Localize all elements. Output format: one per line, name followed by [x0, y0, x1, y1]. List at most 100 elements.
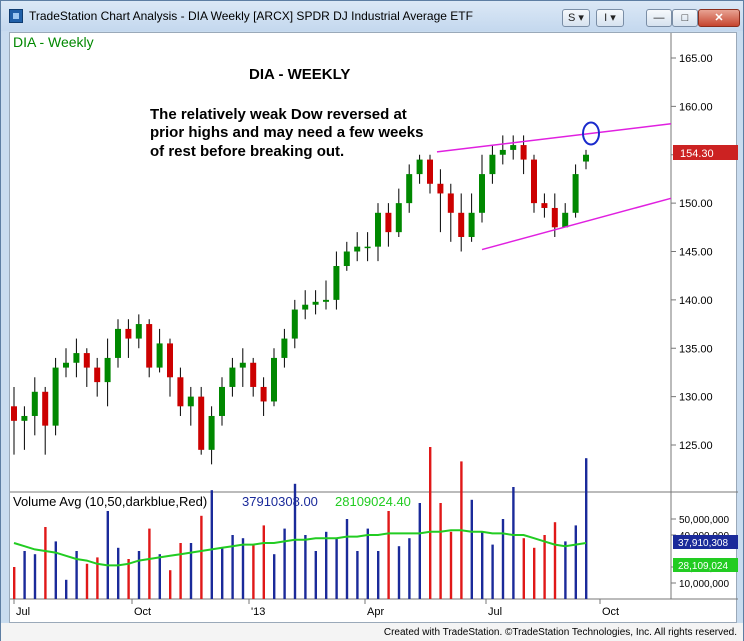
candle-down [427, 159, 433, 184]
price-volume-chart[interactable]: 165.00160.00155.00150.00145.00140.00135.… [10, 33, 738, 624]
title-bar[interactable]: TradeStation Chart Analysis - DIA Weekly… [1, 1, 743, 31]
candle-up [312, 301, 319, 305]
time-tick-label: Apr [367, 606, 384, 618]
annotation-line-3: of rest before breaking out. [150, 143, 344, 160]
volume-bar [293, 483, 297, 599]
candle-up [187, 396, 194, 407]
volume-bar [543, 535, 546, 599]
candle-down [11, 406, 17, 421]
candle-up [281, 338, 288, 358]
candle-down [167, 343, 173, 378]
chart-area[interactable]: 165.00160.00155.00150.00145.00140.00135.… [9, 32, 738, 624]
volume-badge-fast [673, 535, 738, 549]
candle-up [510, 145, 517, 150]
candle-up [115, 328, 121, 358]
lower-trendline [481, 197, 672, 251]
minimize-button[interactable]: — [646, 9, 672, 27]
candle-down [198, 396, 205, 450]
candle-up [291, 309, 298, 339]
tradestation-icon [9, 9, 23, 23]
volume-bar [169, 570, 172, 599]
close-button[interactable]: ✕ [698, 9, 740, 27]
volume-bar [65, 579, 68, 599]
volume-avg-slow-value: 28109024.40 [335, 494, 411, 509]
volume-bar [491, 544, 494, 599]
annotation-line-2: prior highs and may need a few weeks [150, 124, 423, 141]
price-axis: 165.00160.00155.00150.00145.00140.00135.… [671, 53, 713, 452]
upper-trendline [436, 123, 672, 153]
time-tick-label: '13 [251, 606, 265, 618]
candle-up [239, 362, 246, 368]
volume-bar [481, 531, 484, 599]
volume-bar [356, 551, 359, 599]
status-footer: Created with TradeStation. ©TradeStation… [1, 623, 743, 641]
candle-up [229, 367, 236, 387]
volume-bar [304, 535, 307, 599]
candle-down [250, 362, 257, 387]
candle-up [489, 154, 496, 175]
price-tick-label: 125.00 [679, 440, 713, 452]
volume-bar [241, 538, 245, 599]
volume-bar [231, 535, 234, 599]
volume-bar [262, 525, 265, 599]
price-tick-label: 160.00 [679, 101, 713, 113]
candle-down [551, 207, 558, 228]
candle-down [447, 193, 454, 213]
volume-bar [179, 543, 182, 599]
candle-down [125, 328, 132, 339]
volume-bar [408, 538, 411, 599]
candle-up [375, 212, 381, 247]
style-menu-button[interactable]: S ▾ [562, 9, 590, 27]
candle-up [479, 174, 485, 213]
candle-up [21, 415, 28, 421]
volume-bar [221, 547, 224, 599]
volume-bar [345, 519, 349, 599]
indicator-menu-button[interactable]: I ▾ [596, 9, 624, 27]
volume-bar [397, 546, 401, 599]
volume-bars [13, 447, 588, 599]
volume-average-line [13, 529, 587, 567]
volume-badge-fast-value: 37,910,308 [678, 538, 728, 549]
volume-bar [13, 567, 16, 599]
volume-bar [564, 541, 567, 599]
volume-bar [533, 547, 536, 599]
volume-bar [127, 559, 130, 599]
volume-bar [200, 515, 203, 599]
time-axis: Jul Oct '13 Apr Jul Oct [13, 599, 619, 618]
price-tick-label: 135.00 [679, 343, 713, 355]
candle-up [156, 343, 163, 368]
volume-avg-fast-value: 37910308.00 [242, 494, 318, 509]
volume-bar [553, 522, 557, 599]
volume-bar [252, 544, 255, 599]
volume-bar [106, 511, 109, 599]
volume-bar [335, 538, 338, 599]
annotation-line-1: The relatively weak Dow reversed at [150, 106, 407, 123]
window-title: TradeStation Chart Analysis - DIA Weekly… [29, 9, 473, 23]
last-price-badge [673, 145, 738, 160]
candle-up [416, 159, 423, 175]
trendlines [436, 121, 672, 251]
candle-up [302, 304, 309, 310]
candle-down [437, 183, 444, 194]
volume-bar [75, 551, 78, 599]
price-tick-label: 140.00 [679, 295, 713, 307]
candle-up [364, 246, 371, 249]
volume-bar [96, 557, 99, 599]
volume-badge-slow [673, 558, 738, 572]
candle-down [531, 159, 537, 204]
volume-bar [418, 503, 421, 599]
candle-down [42, 391, 49, 426]
volume-indicator-label: Volume Avg (10,50,darkblue,Red) [13, 494, 207, 509]
time-tick-label: Jul [488, 606, 502, 618]
candle-up [395, 203, 402, 233]
maximize-button[interactable]: □ [672, 9, 698, 27]
candle-up [583, 154, 589, 162]
price-tick-label: 150.00 [679, 198, 713, 210]
candle-down [520, 145, 527, 160]
volume-bar [158, 554, 161, 599]
volume-bar [387, 511, 390, 599]
price-tick-label: 165.00 [679, 53, 713, 65]
volume-bar [44, 527, 47, 599]
